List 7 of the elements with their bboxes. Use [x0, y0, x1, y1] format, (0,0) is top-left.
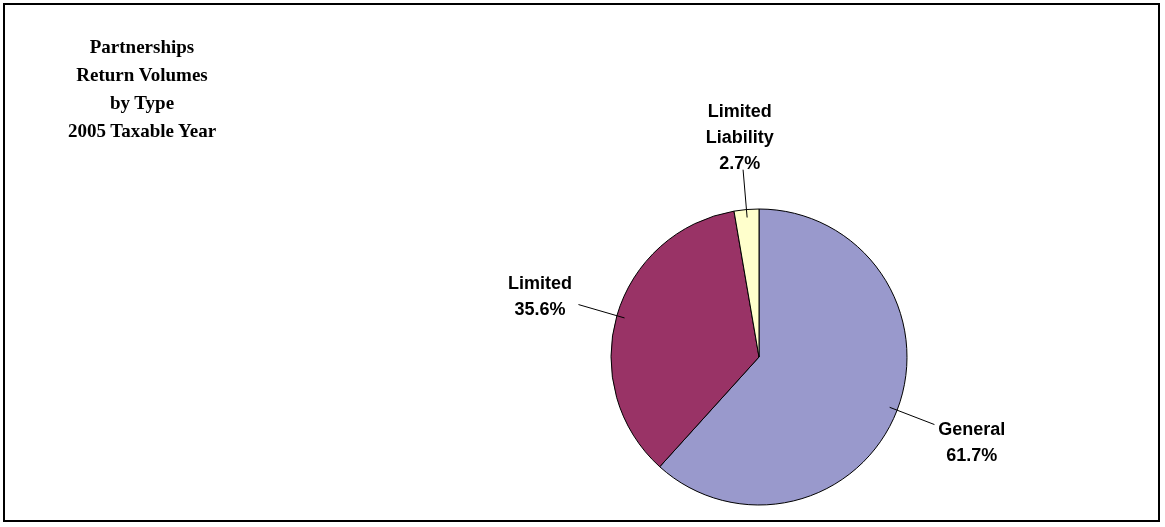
data-label: 2.7%: [719, 152, 761, 173]
slice-label: Limited Liability: [705, 100, 774, 147]
data-label: 61.7%: [946, 444, 998, 465]
data-label: 35.6%: [514, 299, 566, 320]
text: Partnerships Return Volumes by Type 2005 Taxable Year: [67, 36, 217, 141]
slice-label: Limited: [508, 273, 573, 294]
slice-label: General: [938, 418, 1006, 439]
